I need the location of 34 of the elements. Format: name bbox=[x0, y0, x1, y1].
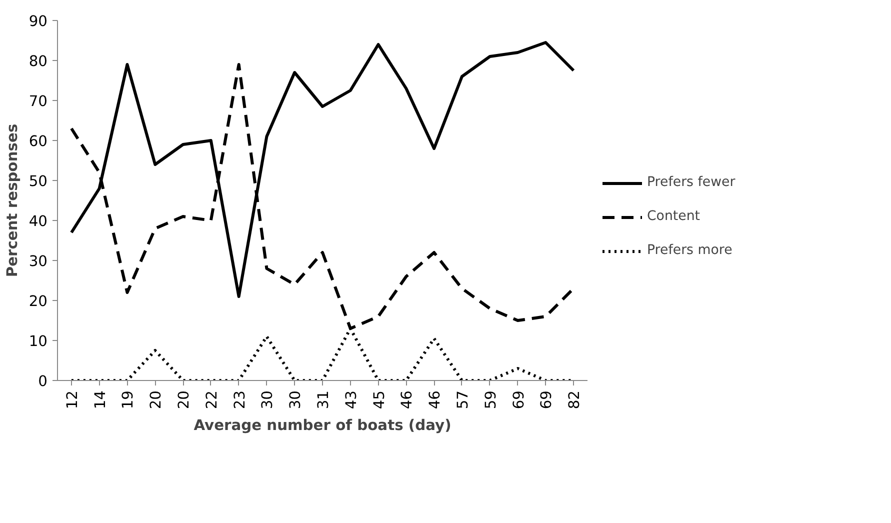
legend-label: Prefers more bbox=[647, 243, 732, 258]
y-axis-title: Percent responses bbox=[4, 124, 21, 278]
y-tick-label: 40 bbox=[28, 213, 48, 230]
x-tick-label: 20 bbox=[148, 390, 165, 410]
x-axis-title: Average number of boats (day) bbox=[194, 417, 452, 434]
x-tick-label: 30 bbox=[259, 390, 276, 410]
x-tick-label: 19 bbox=[120, 390, 137, 410]
y-tick-label: 90 bbox=[28, 13, 48, 30]
x-tick-label: 69 bbox=[510, 390, 528, 410]
x-tick-label: 82 bbox=[566, 390, 584, 410]
x-tick-label: 46 bbox=[426, 390, 444, 410]
legend-label: Prefers fewer bbox=[647, 175, 736, 190]
x-tick-label: 43 bbox=[342, 390, 360, 410]
legend-label: Content bbox=[647, 209, 700, 224]
x-tick-label: 59 bbox=[482, 390, 500, 410]
x-tick-label: 46 bbox=[398, 390, 416, 410]
y-tick-label: 50 bbox=[28, 173, 48, 190]
y-tick-label: 20 bbox=[28, 293, 48, 310]
y-tick-label: 0 bbox=[38, 373, 48, 390]
x-tick-label: 30 bbox=[287, 390, 304, 410]
x-tick-label: 45 bbox=[370, 390, 388, 410]
x-tick-label: 12 bbox=[64, 390, 81, 410]
y-tick-label: 10 bbox=[28, 333, 48, 350]
x-tick-label: 22 bbox=[203, 390, 220, 410]
x-tick-label: 57 bbox=[454, 390, 472, 410]
x-tick-label: 14 bbox=[92, 390, 109, 410]
x-tick-label: 31 bbox=[315, 390, 332, 410]
y-tick-label: 80 bbox=[28, 53, 48, 70]
x-tick-label: 69 bbox=[538, 390, 556, 410]
x-tick-label: 20 bbox=[176, 390, 193, 410]
x-tick-label: 23 bbox=[231, 390, 248, 410]
y-tick-label: 70 bbox=[28, 93, 48, 110]
y-tick-label: 60 bbox=[28, 133, 48, 150]
y-tick-label: 30 bbox=[28, 253, 48, 270]
